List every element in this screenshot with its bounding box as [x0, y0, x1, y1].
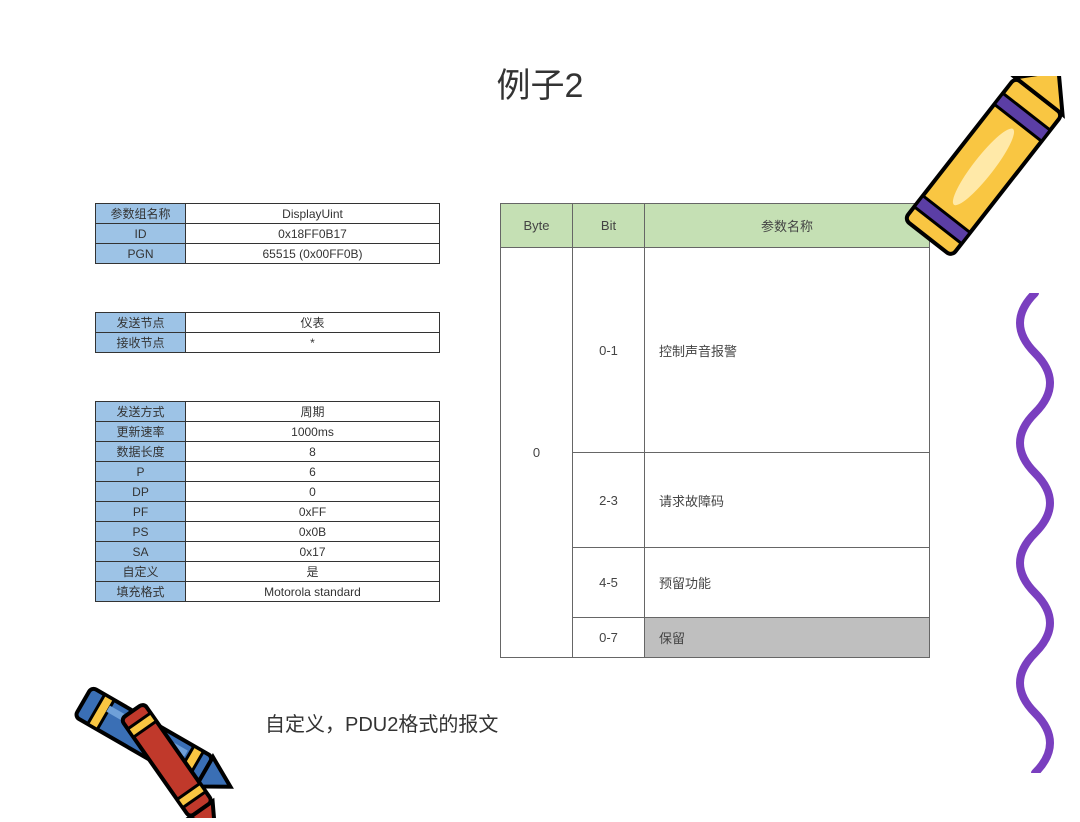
- row-label: 发送方式: [96, 402, 186, 422]
- row-value: DisplayUint: [186, 204, 440, 224]
- row-value: 0x18FF0B17: [186, 224, 440, 244]
- table-row: 更新速率1000ms: [96, 422, 440, 442]
- param-byte-cell: 0: [501, 248, 573, 658]
- table-row: PF0xFF: [96, 502, 440, 522]
- row-value: 是: [186, 562, 440, 582]
- table-row: ID0x18FF0B17: [96, 224, 440, 244]
- row-value: 65515 (0x00FF0B): [186, 244, 440, 264]
- table-row: 参数组名称DisplayUint: [96, 204, 440, 224]
- row-label: 数据长度: [96, 442, 186, 462]
- spec-table: 发送方式周期更新速率1000ms数据长度8P6DP0PF0xFFPS0x0BSA…: [95, 401, 440, 602]
- param-bit-cell: 2-3: [573, 453, 645, 548]
- table-row: 填充格式Motorola standard: [96, 582, 440, 602]
- row-value: 0x0B: [186, 522, 440, 542]
- row-label: 接收节点: [96, 333, 186, 353]
- param-name-cell: 保留: [645, 618, 930, 658]
- row-label: ID: [96, 224, 186, 244]
- left-column: 参数组名称DisplayUintID0x18FF0B17PGN65515 (0x…: [95, 203, 440, 658]
- info-table: 参数组名称DisplayUintID0x18FF0B17PGN65515 (0x…: [95, 203, 440, 264]
- row-label: DP: [96, 482, 186, 502]
- param-header-bit: Bit: [573, 204, 645, 248]
- table-row: 接收节点*: [96, 333, 440, 353]
- row-label: 更新速率: [96, 422, 186, 442]
- page-title: 例子2: [0, 58, 1080, 107]
- param-bit-cell: 0-1: [573, 248, 645, 453]
- row-value: 1000ms: [186, 422, 440, 442]
- param-row: 00-1控制声音报警: [501, 248, 930, 453]
- row-label: 参数组名称: [96, 204, 186, 224]
- param-name-cell: 请求故障码: [645, 453, 930, 548]
- row-value: 仪表: [186, 313, 440, 333]
- table-row: DP0: [96, 482, 440, 502]
- param-table: Byte Bit 参数名称 00-1控制声音报警2-3请求故障码4-5预留功能0…: [500, 203, 930, 658]
- table-row: SA0x17: [96, 542, 440, 562]
- squiggle-icon: [1000, 293, 1070, 773]
- row-value: 0xFF: [186, 502, 440, 522]
- param-name-cell: 预留功能: [645, 548, 930, 618]
- row-value: 0: [186, 482, 440, 502]
- row-value: 周期: [186, 402, 440, 422]
- right-column: Byte Bit 参数名称 00-1控制声音报警2-3请求故障码4-5预留功能0…: [500, 203, 930, 658]
- row-label: PGN: [96, 244, 186, 264]
- row-label: 填充格式: [96, 582, 186, 602]
- table-row: PGN65515 (0x00FF0B): [96, 244, 440, 264]
- row-label: P: [96, 462, 186, 482]
- table-row: 发送节点仪表: [96, 313, 440, 333]
- param-header-row: Byte Bit 参数名称: [501, 204, 930, 248]
- row-label: PS: [96, 522, 186, 542]
- param-header-name: 参数名称: [645, 204, 930, 248]
- row-label: 自定义: [96, 562, 186, 582]
- table-row: P6: [96, 462, 440, 482]
- param-bit-cell: 4-5: [573, 548, 645, 618]
- row-value: *: [186, 333, 440, 353]
- table-row: 数据长度8: [96, 442, 440, 462]
- param-bit-cell: 0-7: [573, 618, 645, 658]
- table-row: PS0x0B: [96, 522, 440, 542]
- param-name-cell: 控制声音报警: [645, 248, 930, 453]
- row-value: 6: [186, 462, 440, 482]
- row-label: PF: [96, 502, 186, 522]
- row-label: 发送节点: [96, 313, 186, 333]
- param-header-byte: Byte: [501, 204, 573, 248]
- crayon-bottom-left-icon: [40, 648, 270, 818]
- table-row: 发送方式周期: [96, 402, 440, 422]
- nodes-table: 发送节点仪表接收节点*: [95, 312, 440, 353]
- row-value: 8: [186, 442, 440, 462]
- table-row: 自定义是: [96, 562, 440, 582]
- row-label: SA: [96, 542, 186, 562]
- caption-text: 自定义，PDU2格式的报文: [265, 708, 498, 737]
- row-value: 0x17: [186, 542, 440, 562]
- content-area: 参数组名称DisplayUintID0x18FF0B17PGN65515 (0x…: [95, 203, 930, 658]
- row-value: Motorola standard: [186, 582, 440, 602]
